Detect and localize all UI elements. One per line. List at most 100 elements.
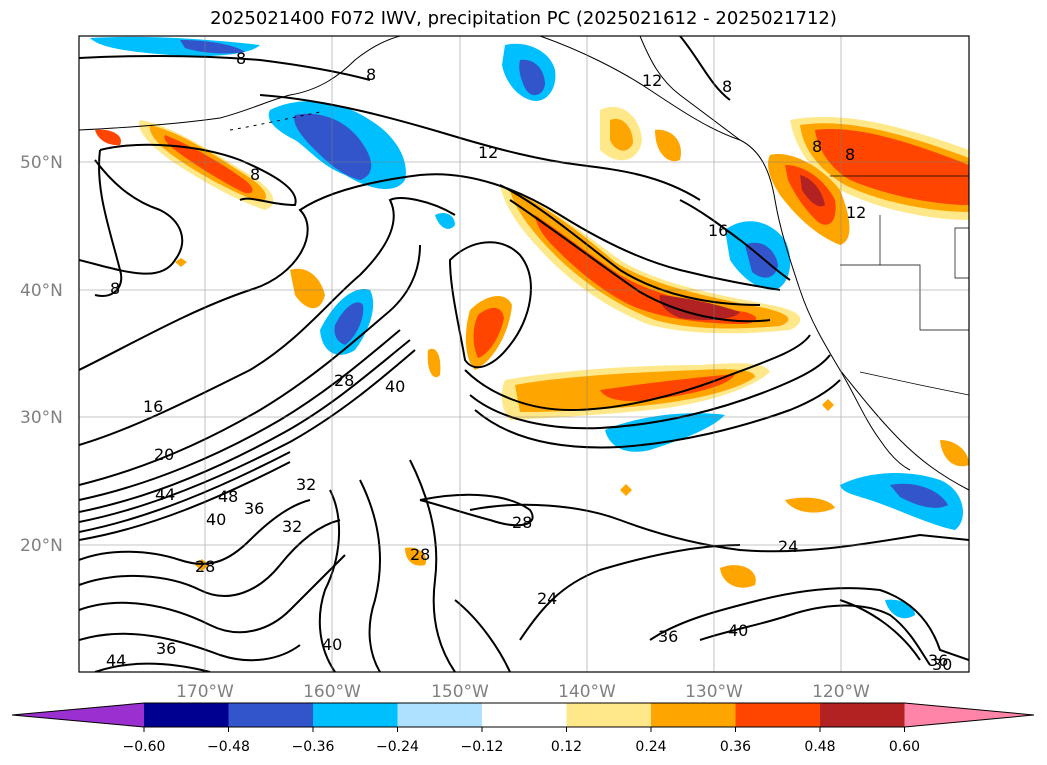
pos-blob-i (95, 129, 121, 146)
contour-loop-16 (679, 199, 791, 281)
pos-blob-a (290, 268, 325, 309)
contour-28-a (79, 329, 401, 501)
neg-blob-north-core (519, 59, 545, 96)
pos-band-ar-outer (500, 185, 801, 334)
contour-12-north (259, 94, 701, 201)
contour-40-a (79, 451, 291, 533)
longitude-labels: 170°W 160°W 150°W 140°W 130°W 120°W (176, 682, 870, 702)
contour-label: 44 (106, 651, 126, 670)
contour-label: 24 (537, 589, 557, 608)
contour-ar-lower (509, 199, 771, 323)
colorbar-tick-label: 0.36 (720, 739, 751, 755)
contour-label: 8 (110, 279, 120, 298)
borders (830, 175, 969, 396)
contour-label: 36 (156, 639, 176, 658)
contour-north-bc (679, 36, 731, 101)
contour-label: 24 (778, 537, 798, 556)
contour-label: 8 (366, 65, 376, 84)
lon-label-120w: 120°W (812, 682, 870, 702)
colorbar-extend-min (12, 703, 144, 727)
contour-8-west (94, 149, 123, 297)
latitude-labels: 50°N 40°N 30°N 20°N (20, 153, 63, 556)
contour-label: 28 (195, 557, 215, 576)
contour-24 (79, 244, 421, 486)
contour-8-north (79, 54, 371, 81)
contour-labels: 8 8 8 8 12 12 8 8 12 16 8 16 20 44 48 40… (106, 49, 952, 674)
contour-16-b (419, 173, 781, 291)
pos-blob-h (405, 547, 427, 566)
colorbar-segment (820, 703, 905, 727)
contour-mid-vert-2 (359, 479, 381, 672)
pos-dot-2 (620, 484, 632, 496)
contour-20 (79, 197, 456, 446)
contour-28-south (469, 503, 969, 553)
contour-jet-1 (464, 334, 811, 412)
colorbar-tick-labels: −0.60 −0.48 −0.36 −0.24 −0.12 0.12 0.24 … (123, 739, 921, 755)
pos-band-south-core (600, 374, 735, 402)
contour-label: 44 (155, 485, 175, 504)
contour-label: 8 (845, 145, 855, 164)
pos-blob-mid-core (473, 307, 504, 358)
lon-label-150w: 150°W (431, 682, 489, 702)
contour-label: 28 (410, 545, 430, 564)
contour-sw-2 (79, 519, 341, 597)
contour-label: 8 (236, 49, 246, 68)
contour-label: 30 (932, 655, 952, 674)
colorbar-segment (735, 703, 820, 727)
map-frame (78, 35, 970, 673)
contour-mid-vert-3 (409, 459, 456, 672)
neg-blob-top-core (180, 40, 245, 54)
contour-label: 32 (296, 475, 316, 494)
contour-label: 40 (322, 635, 342, 654)
contour-16-a (79, 174, 421, 371)
contour-sw-4 (79, 632, 301, 662)
contour-36-south (649, 587, 969, 661)
coastline-baja (839, 369, 911, 471)
pos-band-ar-max (659, 295, 740, 320)
colorbar-segment (482, 703, 567, 727)
colorbar-tick-label: −0.36 (292, 739, 335, 755)
lat-label-50: 50°N (20, 153, 63, 173)
contour-sw-1 (79, 499, 311, 565)
precip-negative-fields (90, 36, 963, 619)
colorbar-tick-label: −0.60 (123, 739, 166, 755)
lon-label-160w: 160°W (303, 682, 361, 702)
lon-label-130w: 130°W (685, 682, 743, 702)
colorbar-segment (313, 703, 398, 727)
neg-blob-mid-core (334, 302, 364, 345)
coastlines (79, 36, 969, 491)
lon-label-140w: 140°W (558, 682, 616, 702)
colorbar-tick-label: 0.48 (804, 739, 835, 755)
lat-label-40: 40°N (20, 281, 63, 301)
coastline-se-alaska (639, 36, 741, 141)
pos-dot-3 (822, 399, 834, 411)
colorbar-ticks (143, 727, 905, 732)
pos-blob-f (940, 440, 969, 467)
contour-24-south-b (519, 544, 741, 641)
lat-label-20: 20°N (20, 536, 63, 556)
contour-label: 12 (642, 71, 662, 90)
coastline-north-america (539, 36, 969, 491)
contour-36-a (79, 349, 416, 523)
contour-44-a (79, 461, 291, 541)
colorbar-segment (228, 703, 313, 727)
neg-blob-gulf-core (294, 113, 372, 180)
contour-label: 28 (512, 513, 532, 532)
neg-blob-sub (605, 413, 725, 452)
border-us-mexico (859, 371, 969, 396)
neg-blob-mexico-core (890, 483, 948, 508)
colorbar-segment (397, 703, 482, 727)
pos-blob-c (655, 129, 681, 162)
pos-band-nw-core (164, 135, 253, 194)
contour-32-a (79, 339, 411, 513)
contour-label: 40 (728, 621, 748, 640)
contour-sw-5 (94, 662, 211, 672)
contour-24-south (419, 493, 534, 527)
lon-label-170w: 170°W (176, 682, 234, 702)
colorbar-segment (651, 703, 736, 727)
colorbar-extend-max (904, 703, 1034, 727)
contour-label: 12 (846, 203, 866, 222)
contour-label: 40 (206, 510, 226, 529)
colorbar-tick-label: 0.12 (551, 739, 582, 755)
